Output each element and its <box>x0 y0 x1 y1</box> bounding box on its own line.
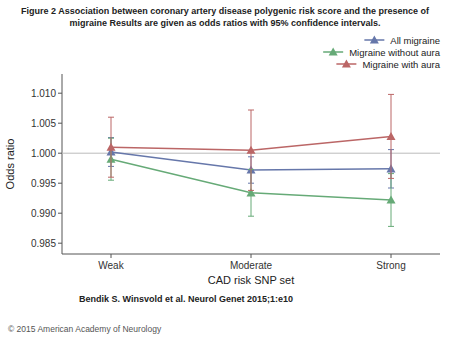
y-tick-label: 0.990 <box>31 208 56 219</box>
error-cap <box>388 178 394 179</box>
marker <box>387 132 396 140</box>
y-tick <box>58 153 62 154</box>
y-tick-label: 0.995 <box>31 178 56 189</box>
plot-area <box>62 74 440 254</box>
legend: All migraineMigraine without auraMigrain… <box>323 35 441 70</box>
background <box>0 0 450 338</box>
y-tick <box>58 213 62 214</box>
error-cap <box>388 94 394 95</box>
y-tick <box>58 243 62 244</box>
x-tick-label: Weak <box>98 260 124 271</box>
y-axis: 0.985 0.990 0.995 1.000 1.005 1.010 Odds ratio <box>4 74 62 254</box>
marks <box>62 94 440 226</box>
series <box>107 94 396 190</box>
y-tick-label: 1.010 <box>31 88 56 99</box>
marker <box>342 60 351 68</box>
error-cap <box>248 190 254 191</box>
marker <box>329 48 338 56</box>
x-tick-label: Strong <box>376 260 405 271</box>
title: Figure 2 Association between coronary ar… <box>21 6 430 16</box>
x-axis-label: CAD risk SNP set <box>208 274 295 286</box>
y-tick-label: 1.005 <box>31 118 56 129</box>
y-tick-label: 0.985 <box>31 238 56 249</box>
legend-label: All migraine <box>390 35 440 46</box>
y-tick <box>58 93 62 94</box>
error-cap <box>108 177 114 178</box>
x-axis: Weak Moderate Strong CAD risk SNP set <box>62 254 440 286</box>
x-tick <box>251 254 252 258</box>
citation: Bendik S. Winsvold et al. Neurol Genet 2… <box>79 294 293 304</box>
y-tick-label: 1.000 <box>31 148 56 159</box>
error-cap <box>388 226 394 227</box>
error-cap <box>108 180 114 181</box>
marker <box>107 143 116 151</box>
error-cap <box>248 110 254 111</box>
x-tick-label: Moderate <box>230 260 273 271</box>
marker <box>247 146 256 154</box>
legend-label: Migraine without aura <box>349 47 441 58</box>
x-tick <box>111 254 112 258</box>
error-cap <box>108 117 114 118</box>
y-axis-label: Odds ratio <box>4 139 16 190</box>
error-cap <box>248 216 254 217</box>
subtitle: migraine Results are given as odds ratio… <box>69 18 380 28</box>
marker <box>387 196 396 204</box>
x-tick <box>391 254 392 258</box>
copyright: © 2015 American Academy of Neurology <box>8 324 162 334</box>
y-tick <box>58 123 62 124</box>
marker <box>370 36 379 44</box>
legend-label: Migraine with aura <box>362 59 440 70</box>
annotations: Bendik S. Winsvold et al. Neurol Genet 2… <box>8 294 293 334</box>
y-tick <box>58 183 62 184</box>
y-axis-line <box>62 74 63 254</box>
chart: Figure 2 Association between coronary ar… <box>0 0 450 338</box>
